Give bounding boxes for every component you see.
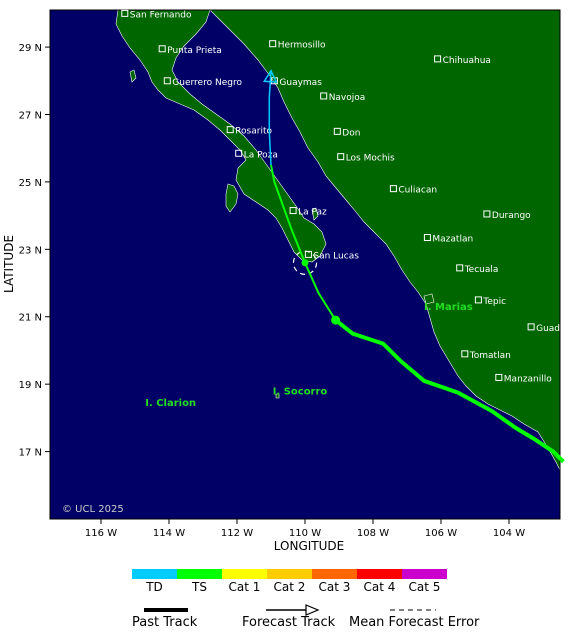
city-label-18: Guadalajara bbox=[536, 324, 580, 334]
city-layer: San Fernando Hermosillo Punta Prieta Chihua… bbox=[121, 9, 580, 384]
city-marker-17 bbox=[474, 296, 482, 304]
lat-tick-label-1: 27 N bbox=[19, 110, 42, 121]
city-label-19: Tomatlan bbox=[469, 351, 511, 361]
city-marker-2 bbox=[158, 45, 166, 53]
legend-label-cat-4: Cat 4 bbox=[364, 580, 396, 594]
mainland-mexico bbox=[209, 10, 560, 471]
city-label-3: Chihuahua bbox=[443, 56, 491, 66]
legend-mean-error: Mean Forecast Error bbox=[349, 615, 480, 630]
island-label-2: I. Socorro bbox=[273, 386, 328, 397]
city-label-7: Don bbox=[342, 128, 360, 138]
city-marker-6 bbox=[320, 92, 328, 100]
city-marker-18 bbox=[527, 323, 535, 331]
city-marker-19 bbox=[461, 350, 469, 358]
city-marker-0 bbox=[121, 9, 129, 17]
island-magdalena bbox=[225, 183, 239, 213]
city-label-17: Tepic bbox=[482, 297, 506, 307]
city-label-2: Punta Prieta bbox=[167, 46, 222, 56]
city-label-9: La Poza bbox=[244, 150, 278, 160]
city-label-1: Hermosillo bbox=[278, 41, 326, 51]
city-label-8: Rosarito bbox=[235, 127, 272, 137]
axis-ticks: 116 W 114 W 112 W 110 W 108 W 106 W 104 W 29 N 2… bbox=[19, 43, 526, 539]
city-marker-4 bbox=[163, 77, 171, 85]
city-marker-11 bbox=[389, 185, 397, 193]
legend-swatch-cat-4 bbox=[357, 569, 402, 579]
lon-tick-label-3: 110 W bbox=[289, 528, 321, 539]
legend-swatch-cat-3 bbox=[312, 569, 357, 579]
city-label-0: San Fernando bbox=[130, 10, 192, 20]
island-marias bbox=[423, 293, 435, 305]
city-label-14: San Lucas bbox=[313, 251, 359, 261]
lat-tick-label-4: 21 N bbox=[19, 313, 42, 324]
island-label-layer: I. Marias I. Clarion I. Socorro bbox=[145, 302, 473, 409]
lat-tick-label-3: 23 N bbox=[19, 245, 42, 256]
past-position-marker bbox=[331, 315, 341, 325]
city-marker-20 bbox=[495, 373, 503, 381]
mean-error-circle bbox=[292, 250, 318, 275]
forecast-track-td-line bbox=[268, 70, 272, 166]
legend-label-cat-1: Cat 1 bbox=[229, 580, 261, 594]
island-label-1: I. Clarion bbox=[145, 398, 196, 409]
city-marker-16 bbox=[456, 264, 464, 272]
current-position-marker bbox=[301, 259, 309, 267]
forecast-arrowhead bbox=[263, 69, 278, 83]
island-socorro bbox=[275, 393, 280, 399]
city-label-15: Mazatlan bbox=[432, 235, 473, 245]
y-axis-label: LATITUDE bbox=[2, 235, 16, 293]
city-label-13: Durango bbox=[492, 211, 531, 221]
lon-tick-label-0: 116 W bbox=[85, 528, 117, 539]
legend-swatch-td bbox=[132, 569, 177, 579]
x-axis-label: LONGITUDE bbox=[274, 539, 344, 553]
lat-tick-label-2: 25 N bbox=[19, 178, 42, 189]
city-label-20: Manzanillo bbox=[504, 374, 552, 384]
city-marker-10 bbox=[337, 153, 345, 161]
island-espiritu-santo bbox=[311, 207, 319, 221]
legend-forecast-track: Forecast Track bbox=[242, 615, 336, 630]
legend-swatch-cat-1 bbox=[222, 569, 267, 579]
forecast-track-ts-line bbox=[270, 164, 337, 321]
legend-label-ts: TS bbox=[191, 580, 207, 594]
city-marker-8 bbox=[226, 126, 234, 134]
legend-label-cat-2: Cat 2 bbox=[274, 580, 306, 594]
city-marker-7 bbox=[333, 127, 341, 135]
city-marker-15 bbox=[423, 234, 431, 242]
city-marker-1 bbox=[269, 40, 277, 48]
copyright: © UCL 2025 bbox=[62, 504, 124, 515]
island-label-0: I. Marias bbox=[424, 302, 473, 313]
city-label-11: Culiacan bbox=[398, 186, 437, 196]
city-label-10: Los Mochis bbox=[346, 154, 395, 164]
legend-swatch-cat-2 bbox=[267, 569, 312, 579]
past-track-line bbox=[334, 318, 565, 464]
forecast-arrow-icon bbox=[305, 604, 320, 616]
city-marker-9 bbox=[235, 149, 243, 157]
city-label-5: Guaymas bbox=[279, 78, 322, 88]
island-tiburon bbox=[129, 69, 137, 83]
city-marker-12 bbox=[289, 207, 297, 215]
lat-tick-label-6: 17 N bbox=[19, 448, 42, 459]
legend-swatch-cat-5 bbox=[402, 569, 447, 579]
legend-label-td: TD bbox=[145, 580, 163, 594]
legend-swatch-ts bbox=[177, 569, 222, 579]
lat-tick-label-0: 29 N bbox=[19, 43, 42, 54]
lon-tick-label-6: 104 W bbox=[493, 528, 525, 539]
legend-label-cat-3: Cat 3 bbox=[319, 580, 351, 594]
lon-tick-label-5: 106 W bbox=[425, 528, 457, 539]
legend-past-track: Past Track bbox=[132, 615, 198, 630]
city-label-6: Navojoa bbox=[329, 93, 366, 103]
legend-label-cat-5: Cat 5 bbox=[409, 580, 441, 594]
category-legend: TD TS Cat 1 Cat 2 Cat 3 Cat 4 Cat 5 bbox=[132, 569, 447, 594]
lon-tick-label-4: 108 W bbox=[357, 528, 389, 539]
city-marker-13 bbox=[483, 210, 491, 218]
city-label-4: Guerrero Negro bbox=[172, 78, 242, 88]
city-marker-3 bbox=[434, 55, 442, 63]
lon-tick-label-2: 112 W bbox=[221, 528, 253, 539]
city-label-16: Tecuala bbox=[464, 265, 499, 275]
track-layer bbox=[263, 69, 565, 464]
lon-tick-label-1: 114 W bbox=[153, 528, 185, 539]
baja-california bbox=[115, 10, 327, 263]
lat-tick-label-5: 19 N bbox=[19, 380, 42, 391]
city-label-12: La Paz bbox=[298, 208, 327, 218]
